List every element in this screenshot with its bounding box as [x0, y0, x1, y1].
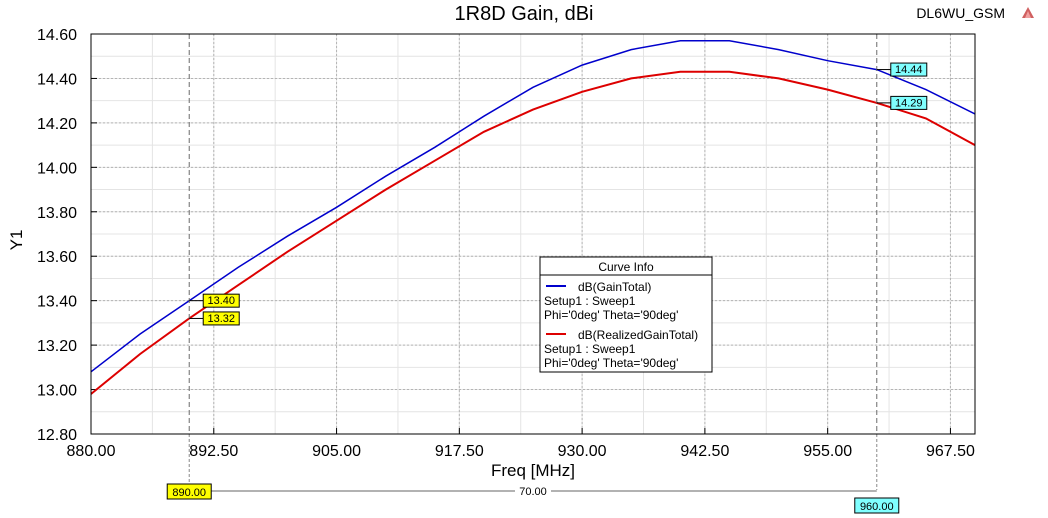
x-tick-labels: 880.00 892.50 905.00 917.50 930.00 942.50 955.…: [67, 443, 975, 460]
series-line-gain-total: [91, 39, 975, 373]
legend-entry-gain-total: dB(GainTotal): [578, 280, 651, 294]
marker-value-label: 13.32: [207, 313, 235, 325]
series-layer: [91, 39, 975, 395]
delta-value: 70.00: [519, 486, 547, 498]
marker-value-box[interactable]: [202, 311, 240, 326]
y-tick-label: 13.20: [37, 338, 77, 355]
y-axis-label: Y1: [7, 230, 26, 251]
marker-x2-label: 960.00: [860, 501, 894, 513]
curve-info-legend[interactable]: Curve Info dB(GainTotal) Setup1 : Sweep1…: [539, 256, 713, 373]
marker-x1-box[interactable]: [166, 483, 212, 500]
legend-title: Curve Info: [598, 260, 654, 274]
y-tick-label: 14.20: [37, 116, 77, 133]
legend-entry-realized-gain-setup: Setup1 : Sweep1: [544, 342, 636, 356]
marker-x2-box[interactable]: [854, 497, 900, 514]
x-tick-label: 955.00: [803, 443, 852, 460]
marker-delta-bar[interactable]: 70.00 890.00 960.00: [166, 483, 900, 514]
marker-value-box[interactable]: [202, 293, 240, 308]
marker-value-label: 14.44: [895, 64, 923, 76]
marker-value-label: 14.29: [895, 97, 923, 109]
y-tick-label: 13.80: [37, 205, 77, 222]
y-tick-label: 13.00: [37, 383, 77, 400]
series-line-realized-gain: [91, 70, 975, 395]
y-tick-label: 13.40: [37, 294, 77, 311]
y-tick-labels: 12.80 13.00 13.20 13.40 13.60 13.80 14.00 14.20…: [37, 27, 77, 444]
app-logo-icon: [1022, 7, 1034, 18]
x-tick-label: 942.50: [680, 443, 729, 460]
project-name: DL6WU_GSM: [916, 5, 1005, 21]
marker-value-box[interactable]: [890, 95, 928, 110]
legend-entry-realized-gain: dB(RealizedGainTotal): [578, 328, 698, 342]
y-tick-label: 13.60: [37, 249, 77, 266]
x-tick-label: 930.00: [558, 443, 607, 460]
x-tick-label: 967.50: [926, 443, 975, 460]
legend-entry-realized-gain-angles: Phi='0deg' Theta='90deg': [544, 356, 678, 370]
marker-lines[interactable]: [188, 34, 878, 490]
legend-box: [539, 256, 713, 373]
marker-x1-label: 890.00: [172, 487, 206, 499]
legend-entry-gain-total-angles: Phi='0deg' Theta='90deg': [544, 308, 678, 322]
x-tick-label: 917.50: [435, 443, 484, 460]
delta-label-bg: [515, 484, 551, 498]
y-tick-label: 14.60: [37, 27, 77, 44]
x-axis-label: Freq [MHz]: [491, 461, 575, 480]
x-tick-label: 905.00: [312, 443, 361, 460]
marker-labels[interactable]: 13.40 13.32 14.44 14.29: [189, 62, 928, 326]
x-tick-label: 880.00: [67, 443, 116, 460]
plot-frame: [90, 33, 976, 435]
y-tick-label: 14.40: [37, 71, 77, 88]
y-tick-label: 14.00: [37, 160, 77, 177]
legend-entry-gain-total-setup: Setup1 : Sweep1: [544, 294, 636, 308]
x-tick-label: 892.50: [189, 443, 238, 460]
y-tick-label: 12.80: [37, 427, 77, 444]
marker-value-label: 13.40: [207, 295, 235, 307]
marker-value-box[interactable]: [890, 62, 928, 77]
chart-title: 1R8D Gain, dBi: [455, 3, 594, 25]
